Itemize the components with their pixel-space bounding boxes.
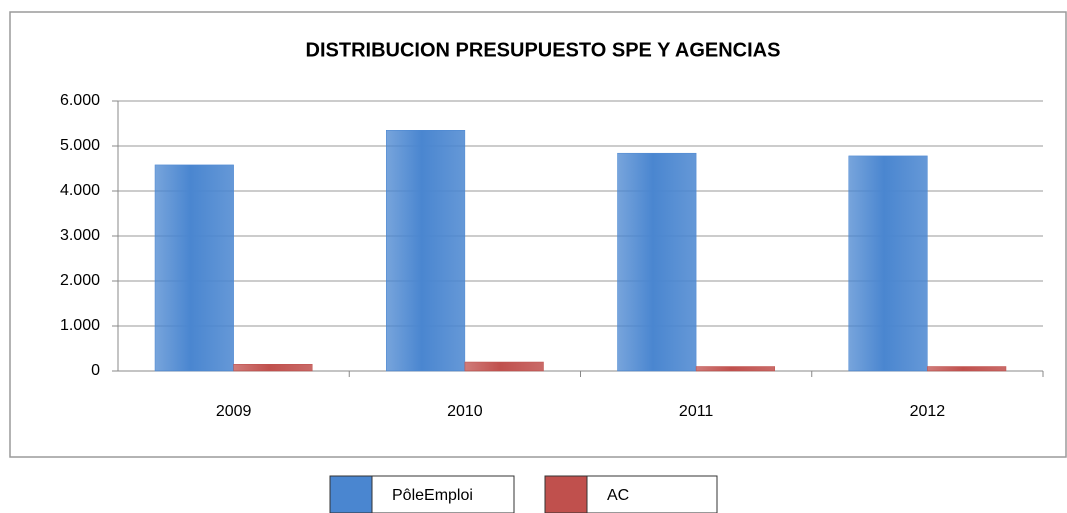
y-tick-label: 2.000 xyxy=(60,272,100,289)
bar xyxy=(695,366,775,372)
bar xyxy=(848,155,928,372)
bar xyxy=(233,364,313,372)
y-tick-label: 0 xyxy=(91,362,100,379)
bar xyxy=(154,164,234,372)
y-tick-label: 3.000 xyxy=(60,227,100,244)
legend-swatch xyxy=(544,475,588,513)
bar xyxy=(617,152,697,372)
bar xyxy=(386,130,466,372)
legend-box xyxy=(586,475,718,513)
chart-title: DISTRIBUCION PRESUPUESTO SPE Y AGENCIAS xyxy=(306,39,781,61)
y-tick-label: 6.000 xyxy=(60,92,100,109)
y-tick-label: 1.000 xyxy=(60,317,100,334)
legend-label: PôleEmploi xyxy=(392,487,473,504)
bar xyxy=(464,361,544,372)
x-tick-label: 2009 xyxy=(216,403,252,420)
x-tick-label: 2010 xyxy=(447,403,483,420)
legend-label: AC xyxy=(607,487,629,504)
bar xyxy=(927,366,1007,372)
legend-swatch xyxy=(329,475,373,513)
y-tick-label: 4.000 xyxy=(60,182,100,199)
x-tick-label: 2011 xyxy=(679,403,714,420)
y-tick-label: 5.000 xyxy=(60,137,100,154)
legend-box xyxy=(371,475,515,513)
x-tick-label: 2012 xyxy=(910,403,946,420)
